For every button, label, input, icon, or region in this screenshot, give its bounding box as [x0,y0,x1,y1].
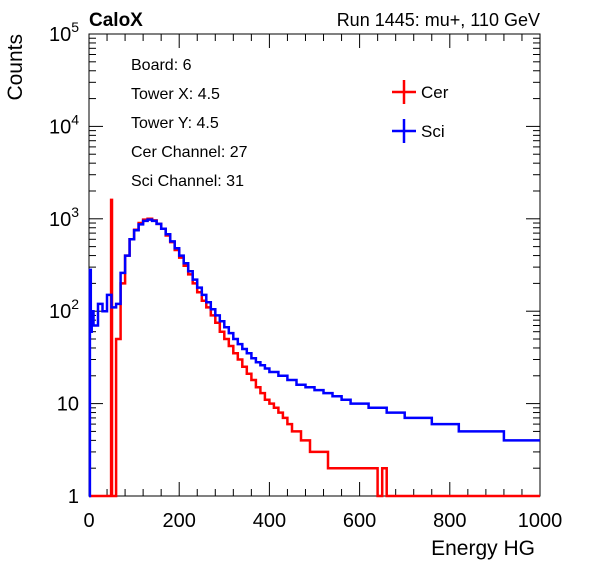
info-cer-channel: Cer Channel: 27 [131,144,248,161]
info-tower-y: Tower Y: 4.5 [131,115,219,132]
y-tick-label: 104 [49,111,79,138]
x-tick-label: 1000 [518,510,563,532]
legend: Cer Sci [392,80,449,143]
x-tick-label: 800 [433,510,466,532]
info-tower-x: Tower X: 4.5 [131,86,220,103]
calox-label: CaloX [89,10,143,31]
y-tick-label: 103 [49,204,79,231]
legend-cer-label: Cer [421,83,449,102]
run-label: Run 1445: mu+, 110 GeV [337,10,540,30]
y-tick-label: 105 [49,19,79,46]
axis-ticks: 0 200 400 600 800 1000 1 10 102 103 104 105 [49,19,562,532]
plot-frame [88,33,541,497]
series-layer [88,198,540,498]
series-cer-line [89,198,540,498]
legend-sci-label: Sci [421,122,445,141]
y-tick-label: 1 [68,486,79,508]
y-tick-label: 10 [57,394,79,416]
x-axis-label: Energy HG [431,537,535,560]
info-board: Board: 6 [131,57,192,74]
x-tick-label: 0 [83,510,94,532]
x-tick-label: 200 [163,510,196,532]
y-axis-label: Counts [4,34,27,101]
x-tick-label: 600 [343,510,376,532]
info-sci-channel: Sci Channel: 31 [131,173,244,190]
x-tick-label: 400 [253,510,286,532]
series-sci-line [88,218,540,498]
y-tick-label: 102 [49,296,79,323]
